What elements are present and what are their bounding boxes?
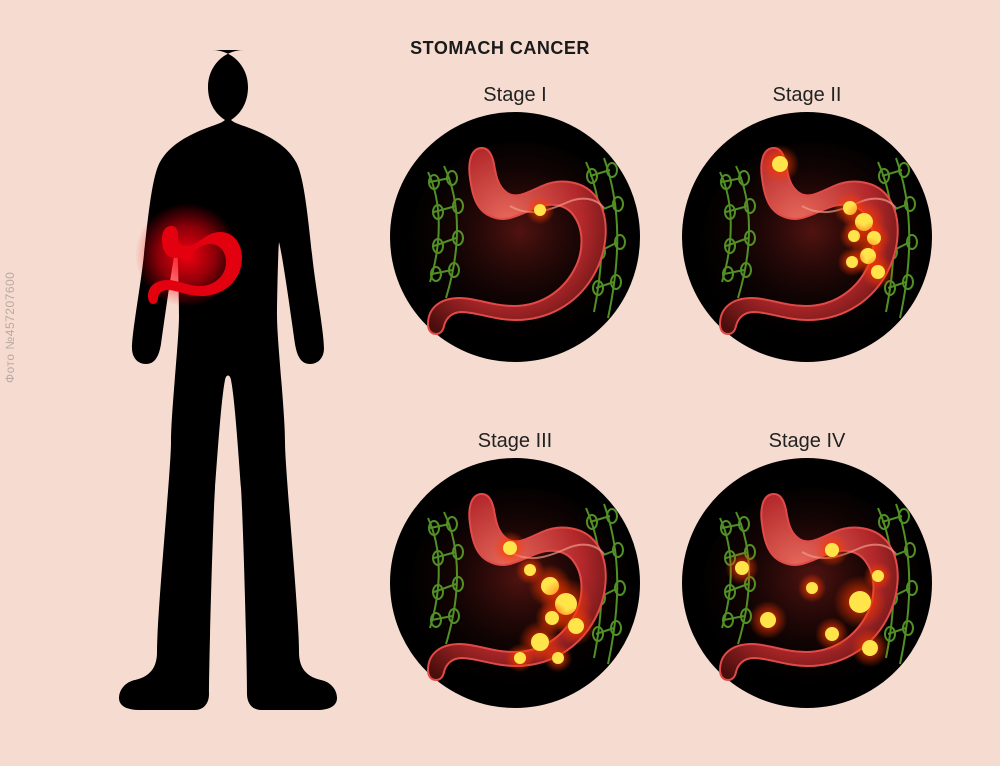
stage-circle [682,458,932,708]
infographic-canvas: STOMACH CANCER Фото №457207600 Stage I [0,0,1000,766]
stage-illustration [390,112,640,362]
stage-label: Stage III [415,430,615,453]
stage-illustration [682,458,932,708]
stage-illustration [390,458,640,708]
stage-circle [390,458,640,708]
tumor-markers [526,196,555,225]
human-silhouette [64,50,354,730]
stage-illustration [682,112,932,362]
watermark-text: Фото №457207600 [3,272,17,383]
stage-label: Stage I [415,84,615,107]
stage-circle [682,112,932,362]
stage-label: Stage IV [707,430,907,453]
stage-label: Stage II [707,84,907,107]
stage-circle [390,112,640,362]
